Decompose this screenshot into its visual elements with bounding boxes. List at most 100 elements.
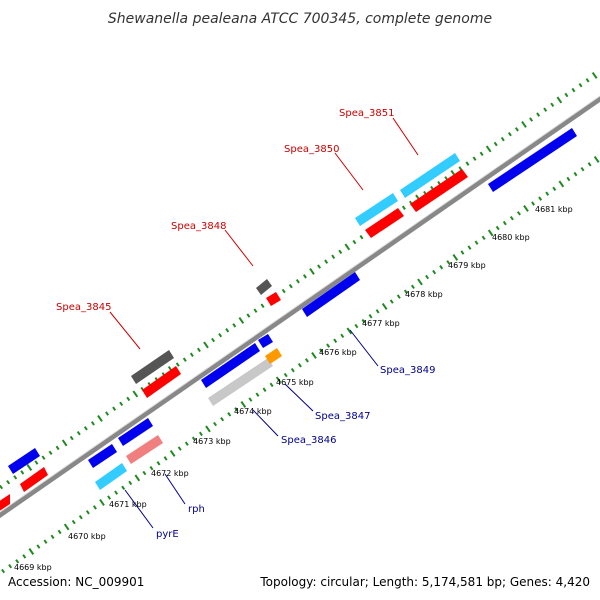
tick-mark — [248, 397, 253, 402]
tick-mark — [509, 216, 514, 221]
gene-block[interactable] — [131, 350, 174, 384]
gene-block[interactable] — [365, 208, 404, 238]
gene-block[interactable] — [400, 153, 460, 198]
gene-block[interactable] — [265, 348, 282, 364]
gene-block[interactable] — [355, 193, 398, 226]
gene-label-spea-3846[interactable]: Spea_3846 — [281, 435, 336, 446]
tick-mark — [432, 269, 437, 275]
tick-mark — [1, 568, 6, 574]
tick-mark — [227, 412, 232, 417]
tick-mark — [333, 338, 338, 343]
tick-mark — [531, 201, 536, 206]
tick-mark — [198, 431, 203, 437]
tick-mark — [255, 392, 260, 397]
tick-mark — [375, 309, 380, 314]
tick-mark — [55, 445, 60, 451]
gene-label-spea-3848[interactable]: Spea_3848 — [171, 221, 226, 232]
tick-mark — [401, 205, 406, 210]
tick-mark — [452, 253, 459, 261]
tick-mark — [585, 78, 590, 83]
gene-label-rph[interactable]: rph — [188, 504, 205, 515]
tick-mark — [262, 387, 267, 392]
tick-mark — [134, 474, 141, 482]
tick-mark — [311, 352, 317, 359]
tick-mark — [169, 450, 176, 457]
tick-mark — [126, 396, 131, 402]
tick-mark — [481, 235, 486, 241]
tick-mark — [516, 211, 521, 216]
tick-mark — [269, 382, 274, 388]
gene-features — [0, 128, 577, 512]
gene-block[interactable] — [208, 358, 273, 406]
tick-mark — [359, 234, 364, 240]
gene-block[interactable] — [410, 169, 468, 212]
tick-mark — [240, 401, 247, 408]
tick-mark — [61, 439, 68, 447]
tick-mark — [564, 92, 569, 98]
tick-mark — [340, 333, 345, 339]
gene-block[interactable] — [8, 448, 40, 474]
tick-mark — [295, 279, 300, 284]
kbp-label: 4674 kbp — [234, 407, 272, 416]
tick-mark — [573, 171, 578, 177]
gene-block[interactable] — [88, 444, 117, 468]
tick-mark — [545, 191, 550, 196]
gene-block[interactable] — [0, 494, 10, 512]
kbp-label: 4675 kbp — [276, 378, 314, 387]
tick-mark — [319, 348, 324, 353]
tick-mark — [34, 460, 39, 465]
tick-mark — [472, 156, 477, 161]
tick-mark — [536, 112, 541, 117]
tick-mark — [587, 162, 592, 167]
tick-mark — [302, 274, 307, 279]
tick-mark — [189, 352, 194, 357]
gene-label-spea-3847[interactable]: Spea_3847 — [315, 411, 370, 422]
tick-mark — [0, 484, 4, 490]
tick-mark — [163, 456, 168, 461]
outer-tick-track — [0, 71, 598, 490]
tick-mark — [203, 341, 209, 349]
gene-label-spea-3850[interactable]: Spea_3850 — [284, 144, 339, 155]
gene-block[interactable] — [302, 272, 360, 317]
tick-mark — [593, 155, 600, 163]
genome-summary-text: Topology: circular; Length: 5,174,581 bp… — [260, 575, 590, 589]
gene-block[interactable] — [266, 292, 281, 306]
tick-mark — [523, 204, 529, 212]
gene-block[interactable] — [20, 467, 48, 492]
tick-mark — [275, 376, 282, 384]
tick-mark — [225, 328, 230, 333]
tick-mark — [361, 318, 366, 324]
tick-mark — [97, 415, 103, 422]
gene-label-spea-3849[interactable]: Spea_3849 — [380, 365, 435, 376]
kbp-label: 4680 kbp — [492, 233, 530, 242]
tick-mark — [474, 240, 479, 245]
gene-label-spea-3851[interactable]: Spea_3851 — [339, 108, 394, 119]
gene-labels: Spea_3845 Spea_3848 Spea_3850 Spea_3851 … — [56, 108, 435, 540]
gene-block[interactable] — [142, 366, 181, 398]
tick-mark — [132, 390, 139, 398]
tick-mark — [213, 421, 218, 427]
kbp-label: 4669 kbp — [14, 563, 52, 572]
kbp-label: 4676 kbp — [319, 348, 357, 357]
tick-mark — [112, 406, 117, 411]
gene-label-pyre[interactable]: pyrE — [156, 529, 179, 540]
kbp-label: 4670 kbp — [68, 532, 106, 541]
tick-mark — [493, 141, 498, 147]
map-title: Shewanella pealeana ATCC 700345, complet… — [108, 11, 492, 27]
tick-mark — [41, 455, 46, 460]
tick-mark — [211, 337, 216, 343]
tick-mark — [467, 245, 472, 250]
gene-block[interactable] — [95, 463, 127, 490]
tick-mark — [381, 302, 388, 310]
gene-block[interactable] — [256, 279, 272, 295]
gene-block[interactable] — [488, 128, 577, 192]
gene-label-spea-3845[interactable]: Spea_3845 — [56, 302, 111, 313]
tick-mark — [121, 485, 126, 490]
gene-block[interactable] — [258, 334, 273, 348]
tick-mark — [502, 220, 507, 226]
gene-block[interactable] — [118, 418, 153, 446]
gene-block[interactable] — [201, 343, 260, 388]
tick-mark — [78, 514, 83, 520]
gene-block[interactable] — [126, 435, 163, 464]
tick-mark — [580, 166, 585, 172]
